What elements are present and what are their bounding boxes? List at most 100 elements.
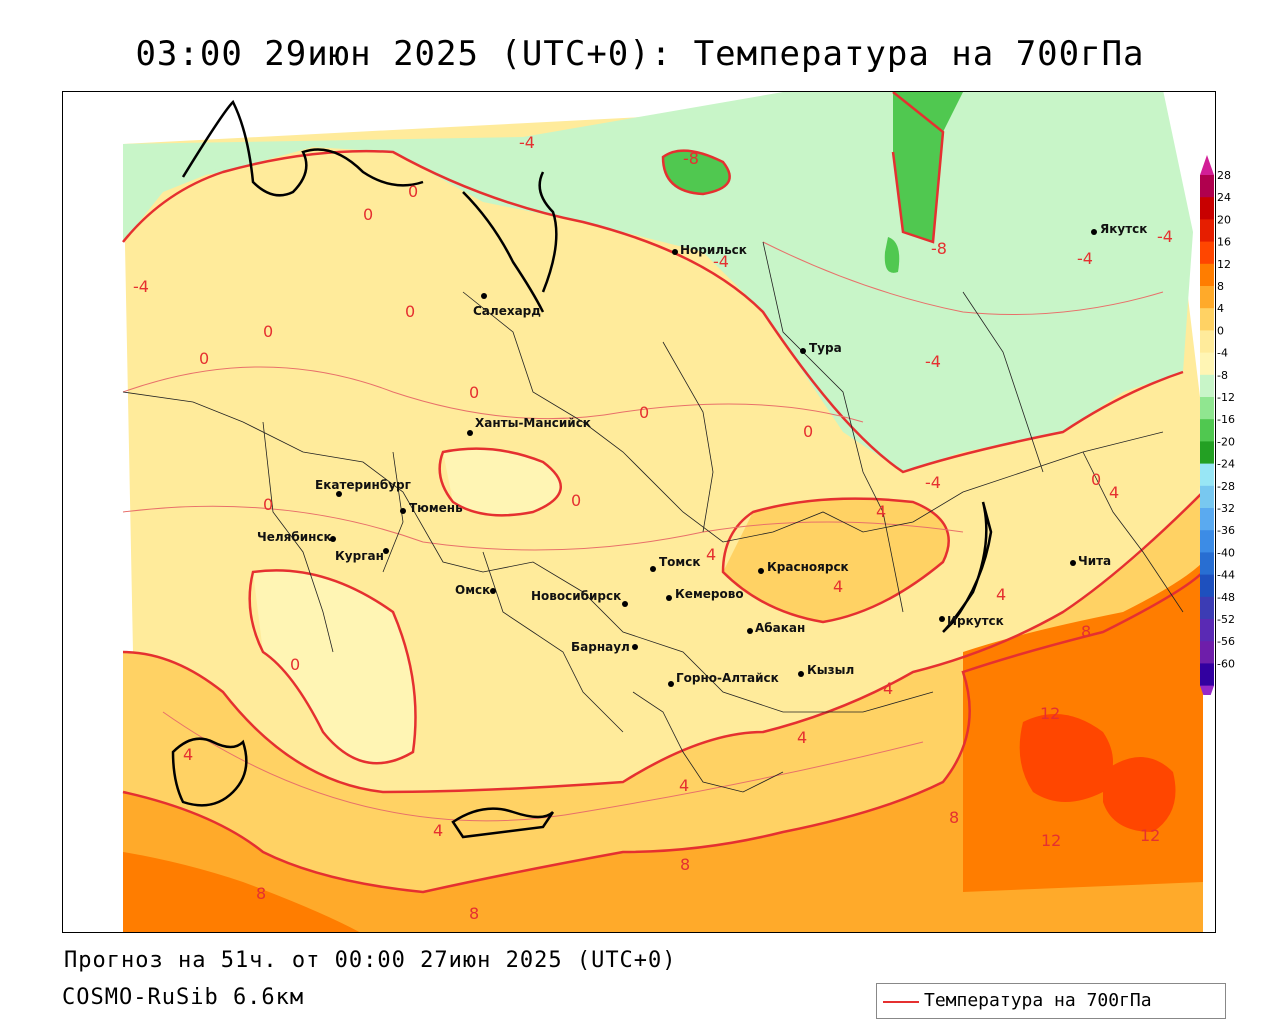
- colorbar-swatch: [1200, 485, 1214, 509]
- iso-label: 0: [199, 349, 209, 368]
- colorbar-tick-label: -24: [1217, 458, 1235, 471]
- iso-label: 4: [1109, 483, 1119, 502]
- colorbar-tick-label: 20: [1217, 213, 1231, 226]
- iso-label: 4: [797, 728, 807, 747]
- svg-text:Тюмень: Тюмень: [409, 501, 463, 515]
- svg-text:Ханты-Мансийск: Ханты-Мансийск: [475, 416, 591, 430]
- temperature-colorbar: 28 24 20 16 12 8 4 0 -4 -8 -12 -16 -20 -24 -28 -32 -36 -4…: [1200, 155, 1235, 695]
- svg-text:Якутск: Якутск: [1100, 222, 1147, 236]
- iso-label: 4: [183, 745, 193, 764]
- city-yakutsk: Якутск: [1091, 222, 1147, 236]
- svg-text:Челябинск: Челябинск: [257, 530, 332, 544]
- iso-label: -8: [683, 149, 699, 168]
- field-west-pale: [253, 570, 416, 764]
- iso-label: 4: [433, 821, 443, 840]
- svg-text:Горно-Алтайск: Горно-Алтайск: [676, 671, 779, 685]
- legend-line-swatch: [883, 1001, 919, 1003]
- map-title: 03:00 29июн 2025 (UTC+0): Температура на…: [135, 34, 1145, 74]
- iso-label: 4: [833, 577, 843, 596]
- iso-label: 0: [571, 491, 581, 510]
- iso-label: -8: [931, 239, 947, 258]
- iso-label: 0: [363, 205, 373, 224]
- colorbar-tick-label: 24: [1217, 191, 1231, 204]
- colorbar-tick-label: -60: [1217, 657, 1235, 670]
- colorbar-tick-label: -40: [1217, 546, 1235, 559]
- iso-label: 4: [883, 679, 893, 698]
- iso-label: 12: [1040, 704, 1060, 723]
- colorbar-tick-label: -48: [1217, 591, 1235, 604]
- colorbar-swatch: [1200, 552, 1214, 576]
- iso-label: 4: [876, 502, 886, 521]
- model-info: COSMO-RuSib 6.6км: [62, 985, 305, 1010]
- colorbar-tick-label: -16: [1217, 413, 1235, 426]
- colorbar-swatch: [1200, 397, 1214, 420]
- colorbar-swatch: [1200, 574, 1214, 598]
- map-canvas: -4 -8 -4 -4 -8 -4 -4 -4 -4 0 0 0 0 0 0 0…: [63, 92, 1215, 932]
- svg-text:Норильск: Норильск: [680, 243, 747, 257]
- isotherm-labels: -4 -8 -4 -4 -8 -4 -4 -4 -4 0 0 0 0 0 0 0…: [133, 133, 1211, 923]
- svg-text:Абакан: Абакан: [755, 621, 805, 635]
- iso-label: 8: [256, 884, 266, 903]
- svg-text:Чита: Чита: [1078, 554, 1111, 568]
- svg-text:Иркутск: Иркутск: [947, 614, 1004, 628]
- svg-text:Омск: Омск: [455, 583, 490, 597]
- colorbar-tick-label: -56: [1217, 635, 1235, 648]
- iso-label: 8: [680, 855, 690, 874]
- colorbar-tick-label: -36: [1217, 524, 1235, 537]
- iso-label: 12: [1041, 831, 1061, 850]
- city-novosibirsk: Новосибирск: [531, 589, 628, 607]
- colorbar-tick-label: -52: [1217, 613, 1235, 626]
- city-chita: Чита: [1070, 554, 1111, 568]
- iso-label: 4: [679, 776, 689, 795]
- iso-label: 0: [803, 422, 813, 441]
- temperature-map: -4 -8 -4 -4 -8 -4 -4 -4 -4 0 0 0 0 0 0 0…: [62, 91, 1216, 933]
- colorbar-top-arrow: [1200, 155, 1214, 175]
- iso-label: 0: [1091, 470, 1101, 489]
- colorbar-tick-label: 16: [1217, 236, 1231, 249]
- city-chelyabinsk: Челябинск: [257, 530, 336, 544]
- svg-text:Кемерово: Кемерово: [675, 587, 744, 601]
- colorbar-tick-label: 28: [1217, 169, 1231, 182]
- colorbar-swatch: [1200, 663, 1214, 687]
- city-krasnoyarsk: Красноярск: [758, 560, 849, 574]
- iso-label: 0: [469, 383, 479, 402]
- iso-label: -4: [1157, 227, 1173, 246]
- colorbar-swatch: [1200, 619, 1214, 642]
- city-yekaterinburg: Екатеринбург: [315, 478, 411, 497]
- iso-label: -4: [713, 252, 729, 271]
- iso-label: 4: [706, 545, 716, 564]
- admin-boundaries: [122, 241, 1184, 793]
- iso-label: 8: [949, 808, 959, 827]
- city-barnaul: Барнаул: [571, 640, 638, 654]
- svg-text:Новосибирск: Новосибирск: [531, 589, 621, 603]
- svg-text:Салехард: Салехард: [473, 304, 541, 318]
- colorbar-ticks: 28 24 20 16 12 8 4 0 -4 -8 -12 -16 -20 -24 -28 -32 -36 -4…: [1217, 169, 1235, 670]
- svg-text:Екатеринбург: Екатеринбург: [315, 478, 411, 492]
- iso-label: 4: [996, 585, 1006, 604]
- colorbar-swatch: [1200, 463, 1214, 487]
- city-tyumen: Тюмень: [400, 501, 463, 515]
- city-khanty-mansiysk: Ханты-Мансийск: [467, 416, 591, 436]
- colorbar-bottom-arrow: [1200, 685, 1214, 695]
- iso-label: -4: [1077, 249, 1093, 268]
- svg-text:Курган: Курган: [335, 549, 384, 563]
- field-8-12: [123, 572, 1203, 932]
- iso-label: 0: [290, 655, 300, 674]
- svg-text:Красноярск: Красноярск: [767, 560, 849, 574]
- field-minus8: [893, 92, 963, 242]
- colorbar-swatch: [1200, 241, 1214, 265]
- colorbar-swatch: [1200, 374, 1214, 398]
- iso-label: 0: [639, 403, 649, 422]
- svg-text:Кызыл: Кызыл: [807, 663, 854, 677]
- colorbar-tick-label: -28: [1217, 480, 1235, 493]
- iso-label: -4: [925, 473, 941, 492]
- iso-label: -4: [519, 133, 535, 152]
- city-omsk: Омск: [455, 583, 496, 597]
- city-abakan: Абакан: [747, 621, 805, 635]
- colorbar-tick-label: -8: [1217, 369, 1228, 382]
- city-norilsk: Норильск: [672, 243, 747, 257]
- map-legend: Температура на 700гПа: [876, 983, 1226, 1019]
- city-irkutsk: Иркутск: [939, 614, 1004, 628]
- colorbar-swatch: [1200, 508, 1214, 531]
- colorbar-swatch: [1200, 286, 1214, 309]
